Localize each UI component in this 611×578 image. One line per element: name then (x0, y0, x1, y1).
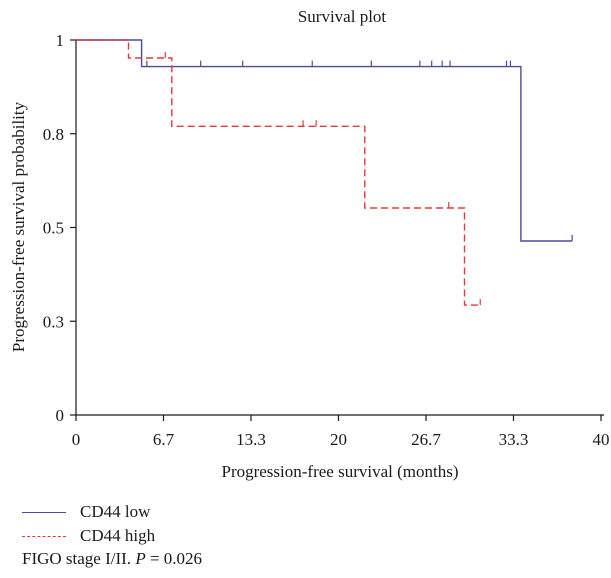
y-tick-label: 1 (56, 31, 65, 50)
x-tick-label: 6.7 (153, 430, 175, 449)
legend-item-cd44-high: CD44 high (22, 524, 155, 548)
survival-chart: Survival plot 0 0.3 0.5 0.8 1 0 6.7 13.3 20 26.7… (9, 7, 610, 481)
x-tick-label: 13.3 (236, 430, 266, 449)
x-tick-label: 0 (72, 430, 81, 449)
chart-title: Survival plot (298, 7, 387, 26)
series-cd44-low (76, 39, 573, 242)
series-layer (76, 39, 573, 306)
legend-swatch-dashed (22, 535, 66, 537)
y-ticks: 0 0.3 0.5 0.8 1 (43, 31, 76, 425)
y-tick-label: 0.3 (43, 312, 64, 331)
y-tick-label: 0.5 (43, 219, 64, 238)
survival-step-line (76, 39, 481, 306)
legend-item-cd44-low: CD44 low (22, 500, 155, 524)
series-cd44-high (76, 39, 481, 306)
x-tick-label: 26.7 (411, 430, 441, 449)
p-symbol: P (135, 549, 146, 568)
x-axis-label: Progression-free survival (months) (221, 462, 458, 481)
note-suffix: = 0.026 (145, 549, 203, 568)
figo-note: FIGO stage I/II. P = 0.026 (22, 549, 202, 569)
x-ticks: 0 6.7 13.3 20 26.7 33.3 40 (72, 415, 610, 449)
x-tick-label: 40 (593, 430, 610, 449)
survival-step-line (76, 39, 573, 242)
y-tick-label: 0 (56, 406, 65, 425)
y-axis-label: Progression-free survival probability (9, 101, 28, 352)
legend-label: CD44 high (80, 526, 156, 545)
legend: CD44 low CD44 high (22, 500, 155, 548)
x-tick-label: 33.3 (499, 430, 529, 449)
x-tick-label: 20 (330, 430, 347, 449)
note-prefix: FIGO stage I/II. (22, 549, 136, 568)
legend-label: CD44 low (80, 502, 151, 521)
y-tick-label: 0.8 (43, 125, 64, 144)
legend-swatch-solid (22, 511, 66, 513)
